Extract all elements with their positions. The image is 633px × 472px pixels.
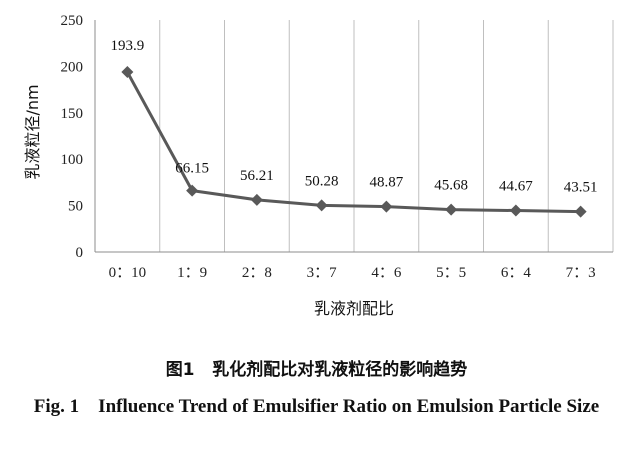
marker-point-7	[574, 205, 587, 218]
data-label-6: 44.67	[499, 179, 533, 195]
data-label-1: 66.15	[175, 161, 209, 177]
caption-cn-label: 图1	[165, 360, 195, 380]
y-tick-label-0: 0	[76, 245, 84, 261]
x-axis-title: 乳液剂配比	[314, 299, 394, 318]
data-label-3: 50.28	[305, 173, 339, 189]
y-tick-label-100: 100	[61, 152, 84, 168]
marker-point-4	[380, 200, 393, 213]
data-label-7: 43.51	[564, 180, 598, 196]
marker-point-6	[509, 204, 522, 217]
x-tick-label-3: 3：7	[307, 265, 338, 281]
x-tick-label-2: 2：8	[242, 265, 272, 281]
y-axis-title: 乳液粒径/nm	[23, 84, 42, 179]
figure-caption-chinese: 图1 乳化剂配比对乳液粒径的影响趋势	[0, 355, 633, 380]
y-tick-label-150: 150	[61, 106, 84, 122]
caption-en-text: Influence Trend of Emulsifier Ratio on E…	[98, 396, 600, 417]
x-tick-label-0: 0：10	[109, 265, 147, 281]
data-labels: 193.9 66.15 56.21 50.28 48.87 45.68 44.67 43.51	[111, 38, 598, 196]
line-chart: 0 50 100 150 200 250 0：10 1：9 2：8 3：7 4：6 5：5 6：4 7：…	[23, 13, 614, 318]
marker-point-5	[445, 203, 458, 216]
x-tick-labels: 0：10 1：9 2：8 3：7 4：6 5：5 6：4 7：3	[109, 265, 596, 281]
y-tick-label-200: 200	[61, 59, 84, 75]
series-markers	[121, 66, 587, 218]
data-label-0: 193.9	[111, 38, 145, 54]
marker-point-3	[315, 199, 328, 212]
caption-en-label: Fig. 1	[33, 396, 80, 417]
y-tick-labels: 0 50 100 150 200 250	[61, 13, 84, 261]
x-tick-label-1: 1：9	[177, 265, 207, 281]
x-tick-label-6: 6：4	[501, 265, 532, 281]
vertical-gridlines	[159, 20, 614, 252]
x-tick-label-5: 5：5	[436, 265, 466, 281]
data-label-2: 56.21	[240, 168, 274, 184]
y-tick-label-250: 250	[61, 13, 84, 29]
marker-point-0	[121, 66, 134, 79]
x-tick-label-4: 4：6	[371, 265, 402, 281]
data-label-5: 45.68	[434, 178, 468, 194]
marker-point-1	[186, 184, 199, 197]
data-label-4: 48.87	[370, 175, 404, 191]
series-polyline	[126, 71, 581, 214]
series-line	[126, 71, 581, 214]
axes	[94, 20, 613, 253]
y-tick-label-50: 50	[68, 199, 83, 215]
marker-point-2	[250, 193, 263, 206]
caption-cn-text: 乳化剂配比对乳液粒径的影响趋势	[212, 360, 468, 380]
figure-caption-english: Fig. 1 Influence Trend of Emulsifier Rat…	[0, 392, 633, 422]
x-tick-label-7: 7：3	[566, 265, 596, 281]
